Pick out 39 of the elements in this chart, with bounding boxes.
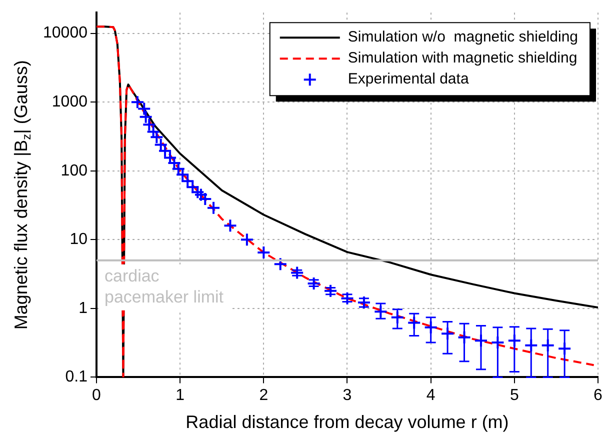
- point: [490, 335, 505, 350]
- x-tick-label: 0: [92, 387, 102, 404]
- point: [356, 295, 371, 310]
- point: [507, 334, 522, 348]
- point: [457, 330, 472, 344]
- x-tick-label: 3: [342, 387, 352, 404]
- point: [424, 320, 438, 334]
- point: [407, 316, 422, 330]
- point: [256, 246, 271, 260]
- point: [273, 257, 288, 272]
- x-tick-label: 5: [510, 387, 519, 404]
- point: [324, 284, 338, 298]
- legend-label: Simulation with magnetic shielding: [348, 50, 578, 67]
- point: [474, 334, 488, 348]
- point: [306, 276, 321, 291]
- y-tick-label: 10: [70, 231, 88, 248]
- x-tick-label: 1: [176, 387, 185, 404]
- point: [540, 338, 555, 352]
- y-tick-label: 1: [78, 300, 88, 317]
- point: [340, 291, 354, 306]
- y-tick-label: 10000: [42, 24, 88, 42]
- y-tick-label: 0.1: [65, 368, 88, 386]
- point: [240, 232, 254, 247]
- point: [524, 338, 538, 352]
- ref-line-label: cardiac pacemaker limit: [104, 266, 224, 307]
- point: [440, 326, 455, 341]
- x-tick-label: 4: [426, 387, 436, 404]
- y-tick-label: 100: [60, 162, 88, 180]
- x-axis-title: Radial distance from decay volume r (m): [186, 412, 509, 432]
- x-tick-label: 2: [259, 387, 268, 404]
- legend-label: Simulation w/o magnetic shielding: [348, 28, 578, 46]
- legend-label: Experimental data: [348, 70, 470, 88]
- point: [223, 218, 238, 233]
- y-tick-label: 1000: [52, 93, 88, 110]
- y-axis-title: Magnetic flux density |Bz| (Gauss): [10, 60, 34, 330]
- point: [558, 342, 572, 356]
- x-tick-label: 6: [594, 387, 603, 404]
- point: [290, 266, 304, 280]
- point: [390, 310, 404, 324]
